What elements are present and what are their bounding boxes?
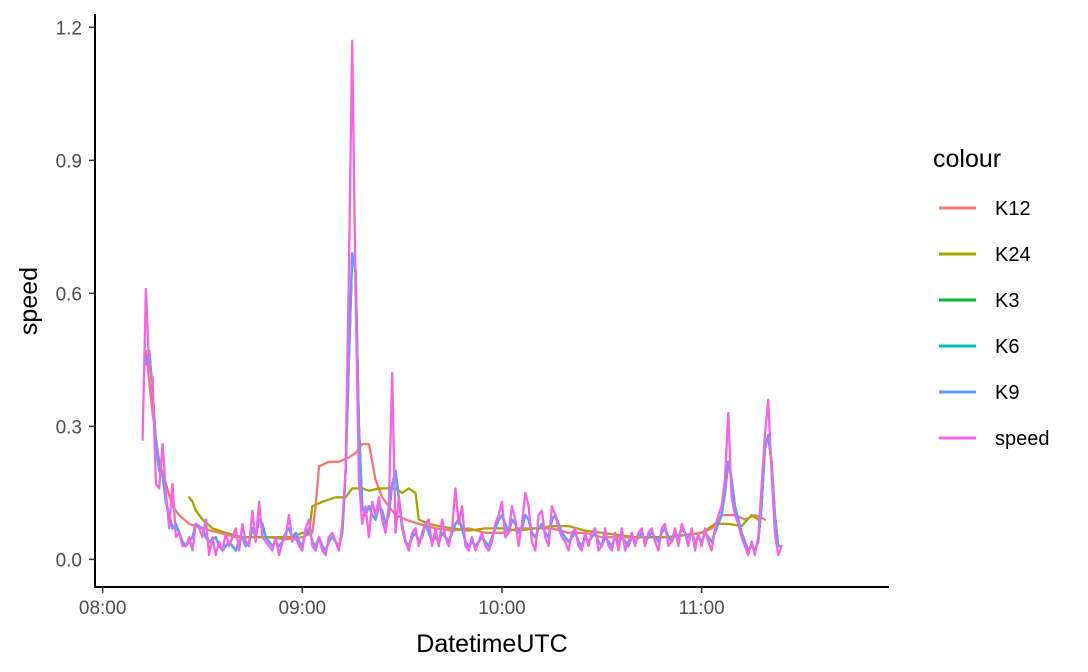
series-line-speed xyxy=(141,39,783,557)
x-axis-title: DatetimeUTC xyxy=(416,630,567,658)
y-tick-label: 1.2 xyxy=(56,18,82,39)
x-tick-label: 11:00 xyxy=(679,598,725,619)
series-line-k3 xyxy=(144,252,783,552)
x-ticks: 08:00 09:00 10:00 11:00 xyxy=(79,587,725,619)
legend-label-k3: K3 xyxy=(995,290,1019,312)
legend-label-k24: K24 xyxy=(995,244,1031,266)
y-tick-label: 0.9 xyxy=(56,151,82,172)
series-line-k12 xyxy=(144,349,767,541)
legend-title: colour xyxy=(933,145,1001,173)
legend-label-k9: K9 xyxy=(995,382,1019,404)
series-line-k6 xyxy=(144,252,783,552)
legend-label-k6: K6 xyxy=(995,336,1019,358)
x-tick-label: 08:00 xyxy=(79,598,127,619)
y-tick-label: 0.3 xyxy=(56,417,82,438)
series-line-k9 xyxy=(144,252,783,552)
legend-label-k12: K12 xyxy=(995,198,1031,220)
series-lines xyxy=(141,39,783,557)
y-tick-label: 0.6 xyxy=(56,284,82,305)
y-axis-title: speed xyxy=(15,267,43,335)
legend: colour K12 K24 K3 K6 K9 speed xyxy=(933,145,1050,450)
x-tick-label: 10:00 xyxy=(478,598,526,619)
legend-label-speed: speed xyxy=(995,428,1050,450)
series-line-k24 xyxy=(188,487,763,539)
y-ticks: 0.0 0.3 0.6 0.9 1.2 xyxy=(56,18,95,571)
y-tick-label: 0.0 xyxy=(56,550,82,571)
x-tick-label: 09:00 xyxy=(279,598,327,619)
